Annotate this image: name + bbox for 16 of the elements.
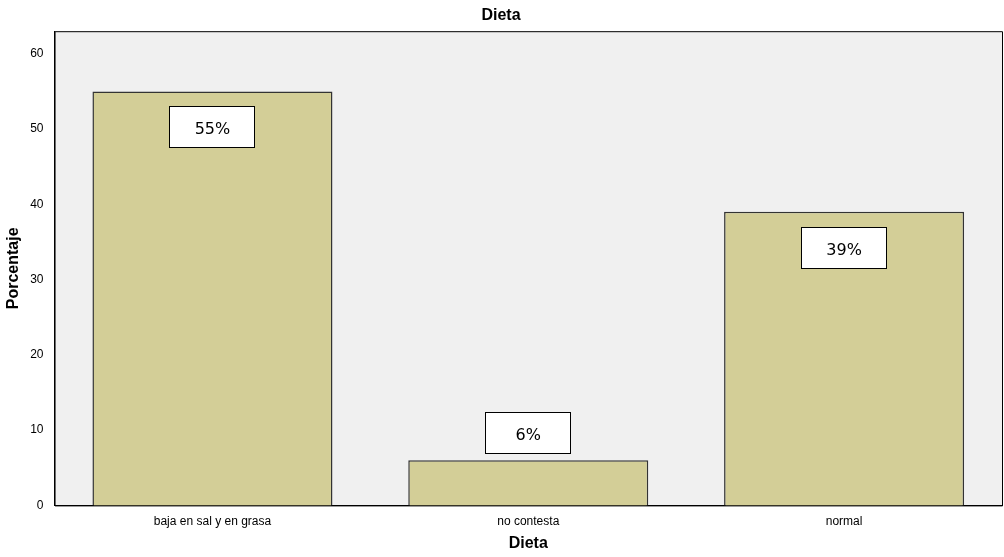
y-tick-label: 30	[30, 271, 44, 286]
y-tick-label: 0	[36, 497, 44, 512]
y-tick-label: 10	[30, 422, 44, 437]
y-tick-label: 60	[30, 46, 44, 61]
data-label: 55%	[194, 118, 231, 138]
data-label: 6%	[515, 424, 541, 444]
y-tick-label: 40	[30, 196, 44, 211]
chart-title: Dieta	[481, 6, 521, 24]
x-tick-label: normal	[825, 513, 863, 528]
data-label: 39%	[826, 239, 862, 259]
y-tick-label: 50	[30, 121, 44, 136]
y-axis-title: Porcentaje	[4, 227, 22, 310]
x-axis-title: Dieta	[508, 533, 548, 551]
y-tick-label: 20	[30, 347, 44, 362]
x-tick-label: baja en sal y en grasa	[153, 513, 272, 528]
x-tick-label: no contesta	[497, 513, 560, 528]
